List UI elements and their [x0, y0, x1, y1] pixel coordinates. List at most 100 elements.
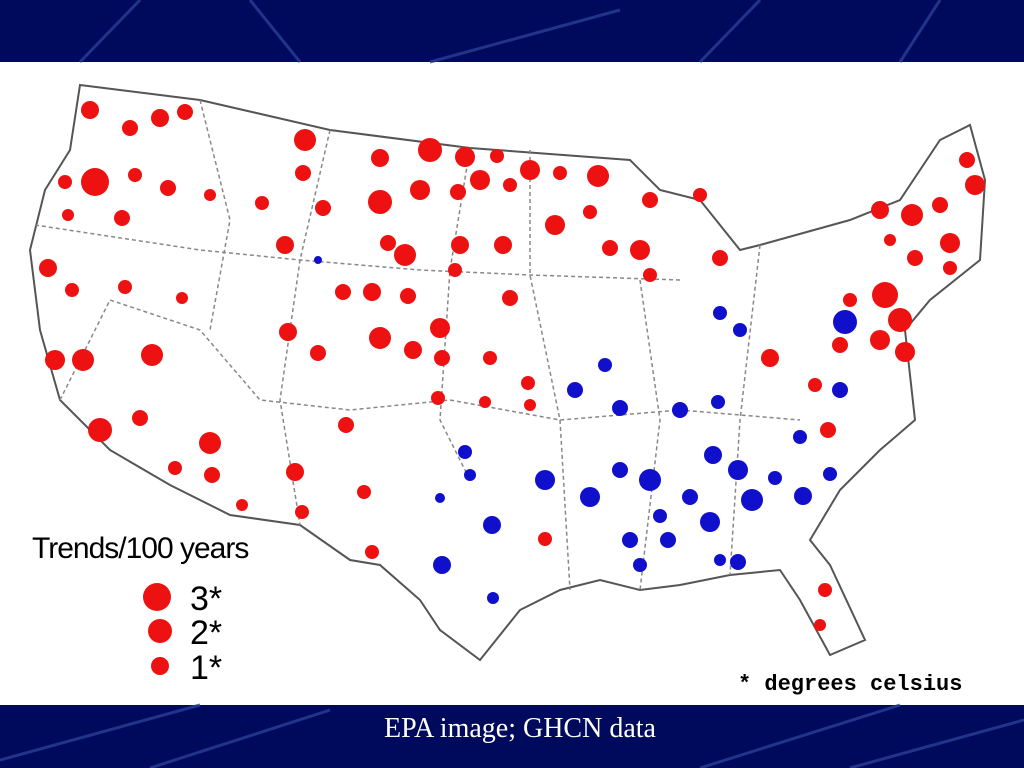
warming-dot	[177, 104, 193, 120]
warming-dot	[451, 236, 469, 254]
warming-dot	[72, 349, 94, 371]
warming-dot	[587, 165, 609, 187]
warming-dot	[418, 138, 442, 162]
warming-dot	[872, 282, 898, 308]
warming-dot	[814, 619, 826, 631]
cooling-dot	[660, 532, 676, 548]
trend-dots	[39, 101, 985, 631]
cooling-dot	[580, 487, 600, 507]
warming-dot	[286, 463, 304, 481]
warming-dot	[363, 283, 381, 301]
warming-dot	[81, 168, 109, 196]
warming-dot	[761, 349, 779, 367]
warming-dot	[884, 234, 896, 246]
cooling-dot	[612, 462, 628, 478]
cooling-dot	[832, 382, 848, 398]
warming-dot	[483, 351, 497, 365]
warming-dot	[965, 175, 985, 195]
legend-dot	[143, 583, 171, 611]
warming-dot	[693, 188, 707, 202]
warming-dot	[310, 345, 326, 361]
warming-dot	[338, 417, 354, 433]
cooling-dot	[433, 556, 451, 574]
cooling-dot	[793, 430, 807, 444]
warming-dot	[583, 205, 597, 219]
warming-dot	[818, 583, 832, 597]
warming-dot	[479, 396, 491, 408]
warming-dot	[400, 288, 416, 304]
warming-dot	[45, 350, 65, 370]
warming-dot	[448, 263, 462, 277]
warming-dot	[380, 235, 396, 251]
warming-dot	[943, 261, 957, 275]
warming-dot	[151, 109, 169, 127]
warming-dot	[430, 318, 450, 338]
warming-dot	[520, 160, 540, 180]
warming-dot	[553, 166, 567, 180]
cooling-dot	[567, 382, 583, 398]
warming-dot	[176, 292, 188, 304]
warming-dot	[932, 197, 948, 213]
cooling-dot	[768, 471, 782, 485]
legend-label: 1*	[190, 649, 222, 687]
cooling-dot	[833, 310, 857, 334]
warming-dot	[295, 165, 311, 181]
warming-dot	[276, 236, 294, 254]
warming-dot	[524, 399, 536, 411]
warming-dot	[114, 210, 130, 226]
legend-dot	[151, 657, 169, 675]
cooling-dot	[794, 487, 812, 505]
warming-dot	[490, 149, 504, 163]
warming-dot	[141, 344, 163, 366]
warming-dot	[132, 410, 148, 426]
warming-dot	[888, 308, 912, 332]
warming-dot	[204, 467, 220, 483]
warming-dot	[118, 280, 132, 294]
warming-dot	[39, 259, 57, 277]
warming-dot	[365, 545, 379, 559]
cooling-dot	[653, 509, 667, 523]
footer-streaks	[0, 703, 1024, 768]
warming-dot	[832, 337, 848, 353]
warming-dot	[65, 283, 79, 297]
warming-dot	[712, 250, 728, 266]
cooling-dot	[714, 554, 726, 566]
caption: EPA image; GHCN data	[384, 713, 657, 744]
warming-dot	[255, 196, 269, 210]
legend-label: 2*	[190, 614, 222, 652]
legend-title: Trends/100 years	[32, 532, 248, 565]
warming-dot	[368, 190, 392, 214]
warming-dot	[62, 209, 74, 221]
footer-band	[0, 705, 1024, 768]
cooling-dot	[435, 493, 445, 503]
warming-dot	[160, 180, 176, 196]
warming-dot	[470, 170, 490, 190]
warming-dot	[455, 147, 475, 167]
warming-dot	[279, 323, 297, 341]
warming-dot	[940, 233, 960, 253]
warming-dot	[88, 418, 112, 442]
warming-dot	[602, 240, 618, 256]
warming-dot	[843, 293, 857, 307]
warming-dot	[503, 178, 517, 192]
legend-dot	[148, 619, 172, 643]
cooling-dot	[730, 554, 746, 570]
legend-label: 3*	[190, 580, 222, 618]
cooling-dot	[713, 306, 727, 320]
warming-dot	[907, 250, 923, 266]
warming-dot	[431, 391, 445, 405]
warming-dot	[502, 290, 518, 306]
cooling-dot	[633, 558, 647, 572]
warming-dot	[404, 341, 422, 359]
warming-dot	[122, 120, 138, 136]
cooling-dot	[672, 402, 688, 418]
cooling-dot	[458, 445, 472, 459]
cooling-dot	[464, 469, 476, 481]
cooling-dot	[598, 358, 612, 372]
cooling-dot	[704, 446, 722, 464]
units-note: * degrees celsius	[738, 672, 962, 697]
warming-dot	[434, 350, 450, 366]
warming-dot	[538, 532, 552, 546]
warming-dot	[895, 342, 915, 362]
